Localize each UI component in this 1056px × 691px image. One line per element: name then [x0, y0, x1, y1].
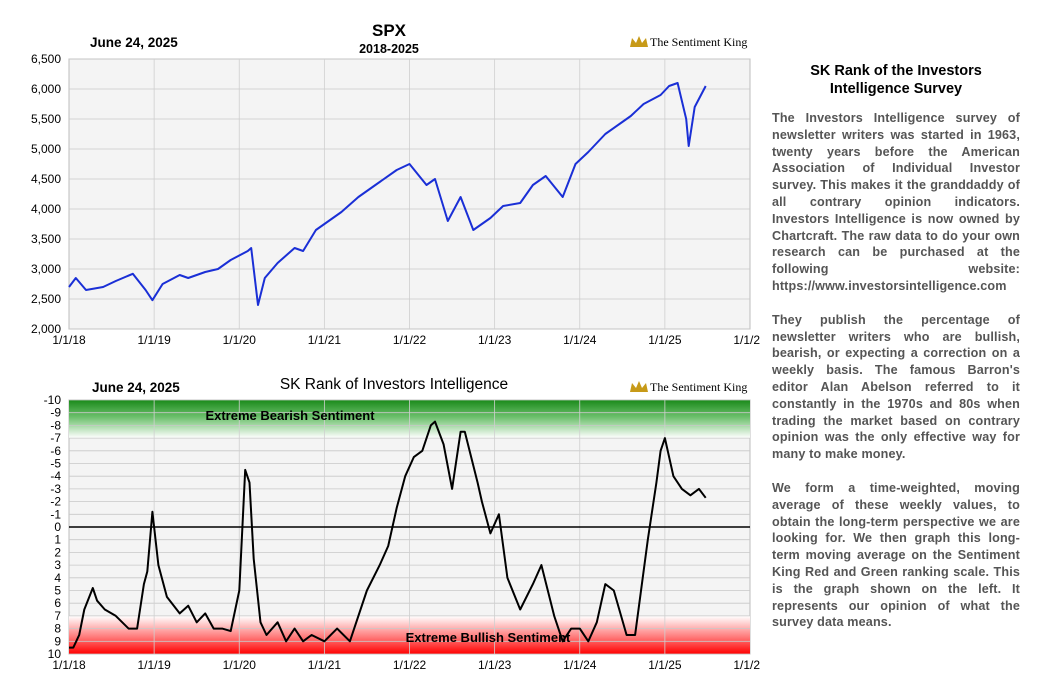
- sk-x-tick-label: 1/1/25: [648, 658, 682, 672]
- sk-y-tick-label: 9: [54, 634, 61, 648]
- sk-x-tick-label: 1/1/26: [733, 658, 760, 672]
- sk-x-tick-label: 1/1/21: [308, 658, 342, 672]
- spx-price-line: [68, 82, 707, 306]
- sk-y-tick-label: -5: [50, 457, 61, 471]
- sk-y-tick-label: -2: [50, 495, 61, 509]
- sk-y-tick-label: 5: [54, 584, 61, 598]
- spx-y-tick-label: 2,500: [31, 292, 61, 306]
- spx-x-tick-label: 1/1/20: [223, 333, 257, 347]
- sk-y-tick-label: 7: [54, 609, 61, 623]
- sk-y-tick-label: 6: [54, 596, 61, 610]
- sk-y-tick-label: 2: [54, 545, 61, 559]
- spx-x-tick-label: 1/1/24: [563, 333, 597, 347]
- panel-paragraph-3: We form a time-weighted, moving average …: [772, 480, 1020, 630]
- spx-y-tick-label: 5,500: [31, 112, 61, 126]
- spx-x-tick-label: 1/1/23: [478, 333, 512, 347]
- spx-brand-logo: The Sentiment King: [630, 35, 747, 49]
- spx-x-axis: 1/1/18 1/1/19 1/1/20 1/1/21 1/1/22 1/1/23 1/1/…: [52, 333, 760, 347]
- sk-x-tick-label: 1/1/24: [563, 658, 597, 672]
- sk-y-tick-label: 0: [54, 520, 61, 534]
- panel-paragraph-2: They publish the percentage of newslette…: [772, 312, 1020, 462]
- sk-y-tick-label: 8: [54, 622, 61, 636]
- sk-brand-text: The Sentiment King: [650, 380, 747, 394]
- spx-x-tick-label: 1/1/21: [308, 333, 342, 347]
- spx-y-tick-label: 3,500: [31, 232, 61, 246]
- spx-y-tick-label: 3,000: [31, 262, 61, 276]
- extreme-bearish-label: Extreme Bearish Sentiment: [205, 408, 375, 423]
- spx-y-tick-label: 4,500: [31, 172, 61, 186]
- sk-y-tick-label: 4: [54, 571, 61, 585]
- spx-x-tick-label: 1/1/26: [733, 333, 760, 347]
- chart-area: June 24, 2025 SPX 2018-2025 The Sentimen…: [31, 21, 760, 672]
- panel-heading: SK Rank of the Investors Intelligence Su…: [810, 63, 982, 97]
- panel-paragraph-1: The Investors Intelligence survey of new…: [772, 111, 1020, 293]
- sk-x-tick-label: 1/1/23: [478, 658, 512, 672]
- sk-y-tick-label: -10: [44, 393, 62, 407]
- sk-y-tick-label: -4: [50, 469, 61, 483]
- sk-x-tick-label: 1/1/18: [52, 658, 86, 672]
- sk-y-tick-label: 3: [54, 558, 61, 572]
- sk-rank-line: [69, 420, 707, 649]
- sk-y-tick-label: 10: [48, 647, 62, 661]
- spx-y-tick-label: 5,000: [31, 142, 61, 156]
- spx-y-tick-label: 4,000: [31, 202, 61, 216]
- spx-subtitle: 2018-2025: [359, 42, 419, 56]
- spx-title: SPX: [372, 21, 407, 40]
- sk-date-label: June 24, 2025: [92, 380, 180, 395]
- spx-date-label: June 24, 2025: [90, 35, 178, 50]
- extreme-bullish-label: Extreme Bullish Sentiment: [406, 630, 571, 645]
- sk-rank-chart: June 24, 2025 SK Rank of Investors Intel…: [44, 376, 760, 672]
- sk-x-tick-label: 1/1/20: [223, 658, 257, 672]
- description-panel: SK Rank of the Investors Intelligence Su…: [772, 62, 1020, 648]
- sk-y-tick-label: 1: [54, 533, 61, 547]
- spx-x-tick-label: 1/1/25: [648, 333, 682, 347]
- spx-x-tick-label: 1/1/18: [52, 333, 86, 347]
- spx-y-tick-label: 6,500: [31, 52, 61, 66]
- spx-y-tick-label: 6,000: [31, 82, 61, 96]
- sk-x-axis: 1/1/18 1/1/19 1/1/20 1/1/21 1/1/22 1/1/23 1/1/…: [52, 658, 760, 672]
- sk-y-tick-label: -3: [50, 482, 61, 496]
- sk-y-tick-label: -6: [50, 444, 61, 458]
- sk-title: SK Rank of Investors Intelligence: [280, 376, 508, 393]
- spx-y-axis: 2,000 2,500 3,000 3,500 4,000 4,500 5,000 5,500…: [31, 52, 61, 336]
- spx-chart: June 24, 2025 SPX 2018-2025 The Sentimen…: [31, 21, 760, 347]
- sk-y-tick-label: -1: [50, 507, 61, 521]
- sk-x-tick-label: 1/1/19: [137, 658, 171, 672]
- spx-brand-text: The Sentiment King: [650, 35, 747, 49]
- sk-y-tick-label: -8: [50, 418, 61, 432]
- sk-x-tick-label: 1/1/22: [393, 658, 427, 672]
- spx-y-tick-label: 2,000: [31, 322, 61, 336]
- sk-y-tick-label: -9: [50, 406, 61, 420]
- crown-icon: [630, 381, 648, 392]
- spx-gridlines: [69, 58, 750, 330]
- sk-y-tick-label: -7: [50, 431, 61, 445]
- spx-x-tick-label: 1/1/22: [393, 333, 427, 347]
- spx-x-tick-label: 1/1/19: [137, 333, 171, 347]
- sk-brand-logo: The Sentiment King: [630, 380, 747, 394]
- crown-icon: [630, 36, 648, 47]
